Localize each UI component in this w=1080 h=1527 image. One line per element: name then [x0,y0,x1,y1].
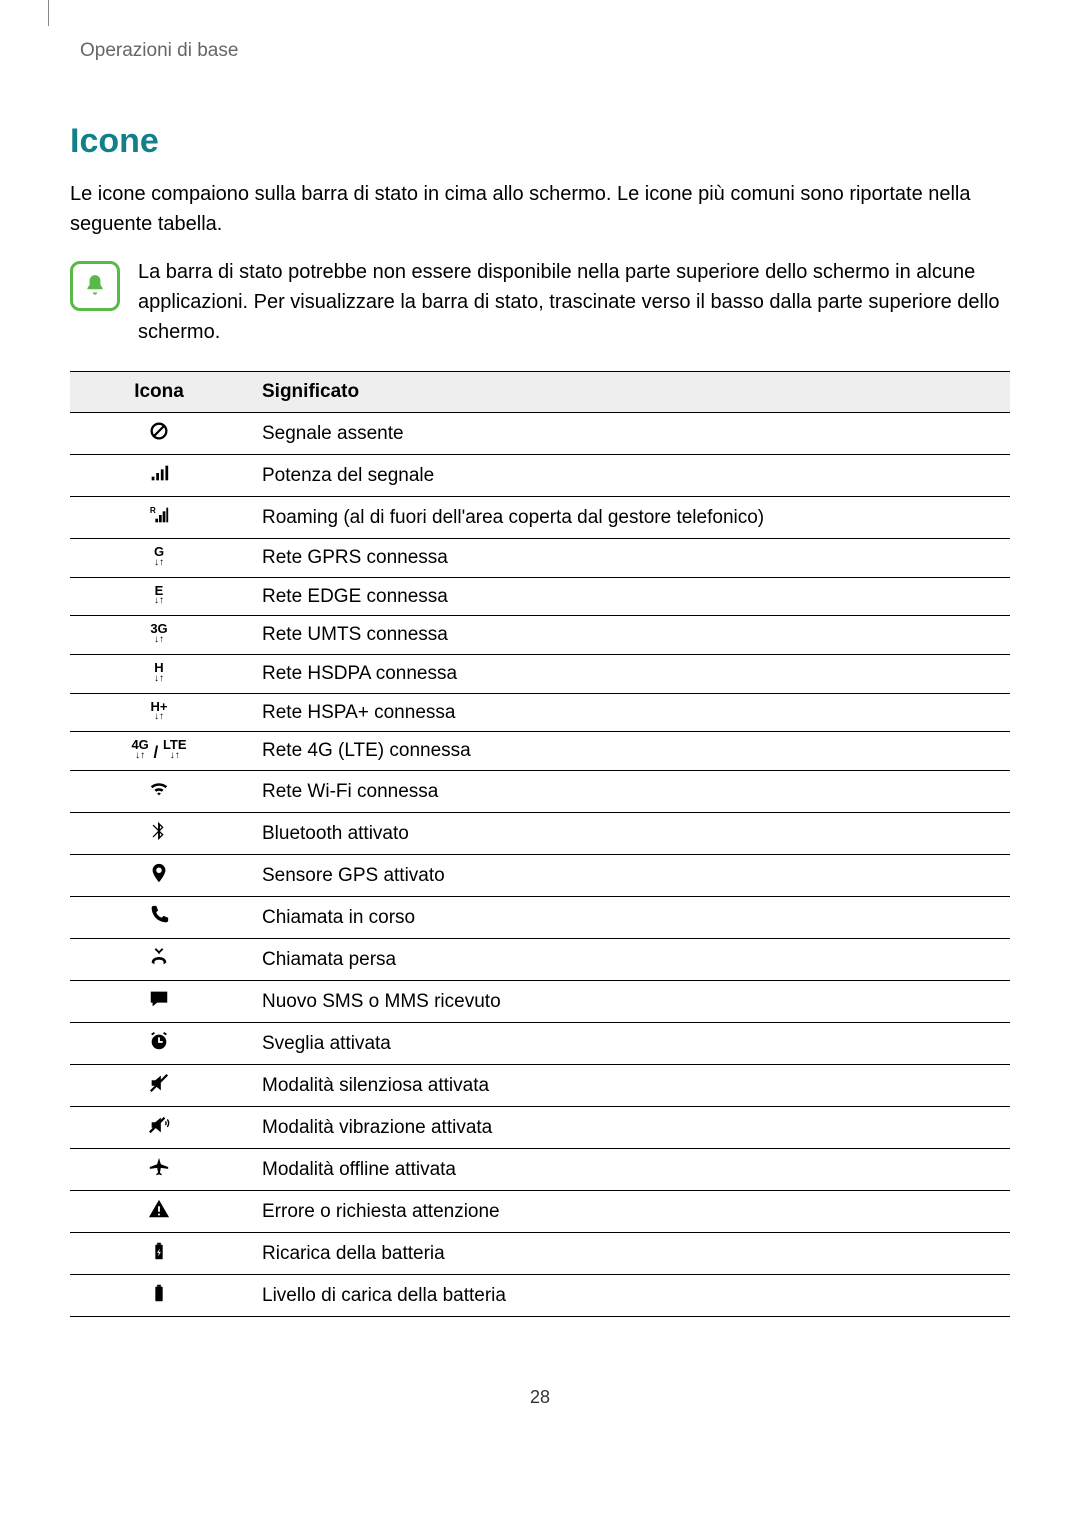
icon-description: Rete GPRS connessa [248,539,1010,578]
icon-description: Rete UMTS connessa [248,616,1010,655]
table-row: Sveglia attivata [70,1023,1010,1065]
icon-description: Rete Wi-Fi connessa [248,771,1010,813]
icon-description: Modalità offline attivata [248,1149,1010,1191]
icon-description: Chiamata persa [248,939,1010,981]
gps-icon [70,855,248,897]
icon-description: Potenza del segnale [248,455,1010,497]
no-signal-icon [70,413,248,455]
table-row: Rete Wi-Fi connessa [70,771,1010,813]
icon-description: Rete HSPA+ connessa [248,693,1010,732]
message-icon [70,981,248,1023]
table-row: Modalità silenziosa attivata [70,1065,1010,1107]
table-row: H↓↑Rete HSDPA connessa [70,655,1010,694]
icon-description: Chiamata in corso [248,897,1010,939]
signal-icon [70,455,248,497]
bluetooth-icon [70,813,248,855]
icon-description: Rete 4G (LTE) connessa [248,732,1010,771]
note-box: La barra di stato potrebbe non essere di… [70,257,1010,347]
table-row: Bluetooth attivato [70,813,1010,855]
battery-icon [70,1275,248,1317]
bell-icon [70,261,120,311]
table-row: 3G↓↑Rete UMTS connessa [70,616,1010,655]
breadcrumb: Operazioni di base [70,40,1010,62]
table-row: Sensore GPS attivato [70,855,1010,897]
icon-description: Errore o richiesta attenzione [248,1191,1010,1233]
table-row: Nuovo SMS o MMS ricevuto [70,981,1010,1023]
edge-icon: E↓↑ [70,577,248,616]
icon-description: Modalità vibrazione attivata [248,1107,1010,1149]
icon-description: Roaming (al di fuori dell'area coperta d… [248,497,1010,539]
table-row: Modalità vibrazione attivata [70,1107,1010,1149]
hsdpa-icon: H↓↑ [70,655,248,694]
icon-description: Segnale assente [248,413,1010,455]
wifi-icon [70,771,248,813]
lte-icon: 4G↓↑ / LTE↓↑ [70,732,248,771]
call-icon [70,897,248,939]
svg-text:R: R [150,506,156,515]
umts-icon: 3G↓↑ [70,616,248,655]
note-text: La barra di stato potrebbe non essere di… [138,257,1010,347]
missed-call-icon [70,939,248,981]
table-row: Segnale assente [70,413,1010,455]
silent-icon [70,1065,248,1107]
table-row: Modalità offline attivata [70,1149,1010,1191]
table-row: Livello di carica della batteria [70,1275,1010,1317]
table-row: Chiamata in corso [70,897,1010,939]
icon-description: Bluetooth attivato [248,813,1010,855]
vibrate-icon [70,1107,248,1149]
table-row: Chiamata persa [70,939,1010,981]
table-row: R Roaming (al di fuori dell'area coperta … [70,497,1010,539]
table-row: E↓↑Rete EDGE connessa [70,577,1010,616]
page-number: 28 [70,1387,1010,1408]
charging-icon [70,1233,248,1275]
icon-description: Modalità silenziosa attivata [248,1065,1010,1107]
col-header-icon: Icona [70,372,248,413]
section-title: Icone [70,122,1010,161]
gprs-icon: G↓↑ [70,539,248,578]
table-row: G↓↑Rete GPRS connessa [70,539,1010,578]
table-row: Errore o richiesta attenzione [70,1191,1010,1233]
icon-description: Sveglia attivata [248,1023,1010,1065]
icon-description: Livello di carica della batteria [248,1275,1010,1317]
icon-description: Sensore GPS attivato [248,855,1010,897]
table-row: 4G↓↑ / LTE↓↑Rete 4G (LTE) connessa [70,732,1010,771]
alarm-icon [70,1023,248,1065]
hspaplus-icon: H+↓↑ [70,693,248,732]
icon-description: Rete HSDPA connessa [248,655,1010,694]
icon-description: Nuovo SMS o MMS ricevuto [248,981,1010,1023]
table-row: Potenza del segnale [70,455,1010,497]
icon-description: Rete EDGE connessa [248,577,1010,616]
col-header-meaning: Significato [248,372,1010,413]
icon-description: Ricarica della batteria [248,1233,1010,1275]
roaming-icon: R [70,497,248,539]
table-row: H+↓↑Rete HSPA+ connessa [70,693,1010,732]
warning-icon [70,1191,248,1233]
airplane-icon [70,1149,248,1191]
intro-text: Le icone compaiono sulla barra di stato … [70,179,1010,239]
icon-table: Icona Significato Segnale assentePotenza… [70,371,1010,1317]
table-row: Ricarica della batteria [70,1233,1010,1275]
